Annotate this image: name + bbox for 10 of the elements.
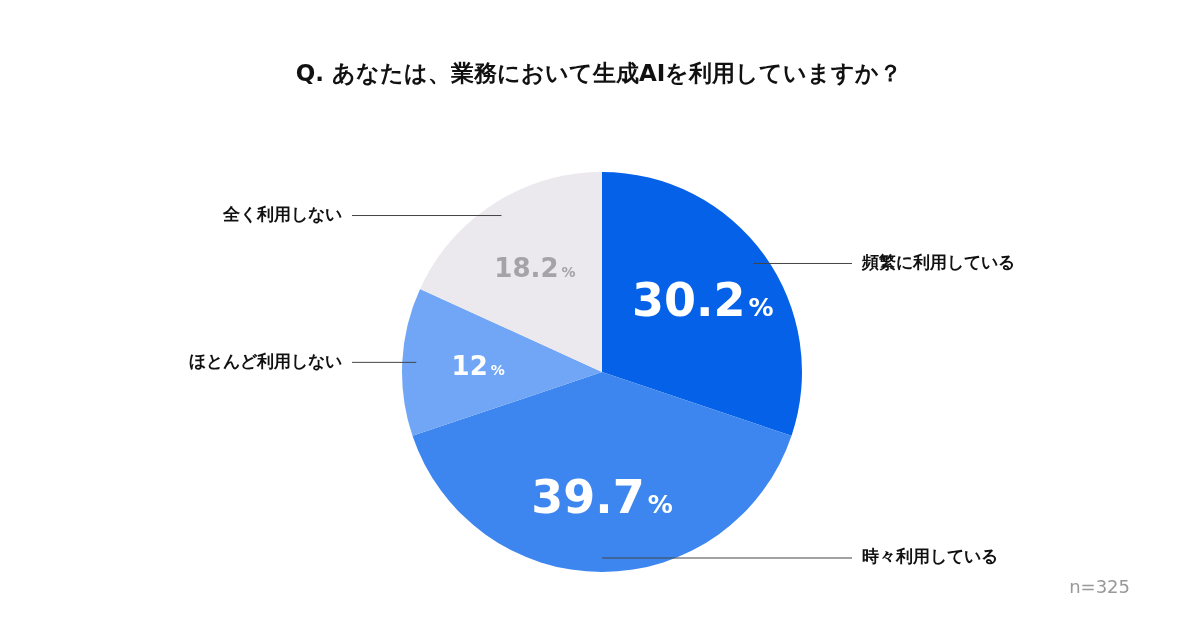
text: n=325 [1069,576,1130,597]
chart-title: Q. あなたは、業務において生成AIを利用していますか？ [294,59,904,88]
slice-label: 全く利用しない [222,203,342,224]
data-label: 30.2% [631,273,774,328]
slice-label: 時々利用している [862,546,998,567]
slice-label: 頻繁に利用している [861,251,1015,272]
data-label: 18.2% [494,253,576,284]
data-label: 12% [451,350,505,381]
data-label: 39.7% [531,469,673,524]
slice-label: ほとんど利用しない [189,350,342,371]
